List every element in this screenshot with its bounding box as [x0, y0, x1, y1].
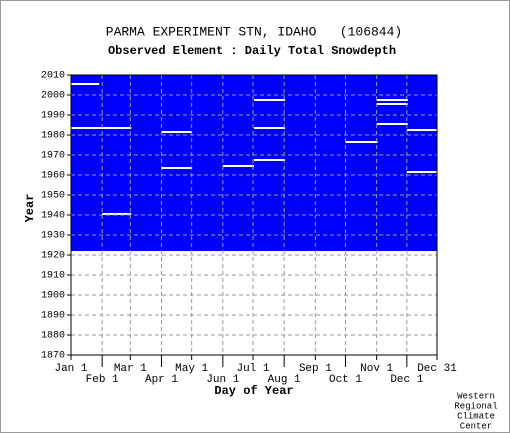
x-tick-label: Aug 1	[268, 374, 301, 386]
missing-segment	[376, 123, 408, 125]
missing-segment	[406, 171, 439, 173]
missing-segment	[345, 141, 378, 143]
missing-segment	[376, 103, 408, 105]
chart-title: PARMA EXPERIMENT STN, IDAHO (106844)	[106, 24, 402, 39]
missing-segment	[254, 159, 286, 161]
credit-line: Regional	[454, 401, 497, 411]
missing-segment	[376, 99, 408, 101]
y-tick-label: 1900	[41, 291, 65, 302]
y-tick-label: 1970	[41, 151, 65, 162]
missing-segment	[254, 99, 286, 101]
data-coverage	[71, 75, 437, 251]
missing-segment	[161, 131, 192, 133]
x-tick-label: Feb 1	[86, 374, 119, 386]
x-tick-label: Jul 1	[236, 363, 269, 375]
x-tick-label: May 1	[175, 363, 208, 375]
missing-segment	[222, 165, 254, 167]
credit-line: Center	[460, 421, 492, 431]
y-tick-label: 1940	[41, 211, 65, 222]
y-tick-label: 1980	[41, 131, 65, 142]
missing-segment	[254, 127, 286, 129]
y-tick-label: 1960	[41, 171, 65, 182]
missing-segment	[71, 127, 132, 129]
x-tick-label: Mar 1	[114, 363, 147, 375]
y-tick-label: 1880	[41, 331, 65, 342]
y-tick-label: 2000	[41, 91, 65, 102]
y-tick-label: 1920	[41, 251, 65, 262]
x-tick-label: Dec 1	[390, 374, 423, 386]
x-tick-label: Jan 1	[54, 363, 87, 375]
missing-segment	[406, 129, 439, 131]
missing-segment	[102, 213, 132, 215]
x-tick-label: Sep 1	[299, 363, 332, 375]
x-tick-label: Dec 31	[417, 363, 457, 375]
credit-line: Western	[457, 391, 495, 401]
y-tick-label: 1930	[41, 231, 65, 242]
y-axis-label: Year	[23, 194, 37, 223]
y-tick-label: 1890	[41, 311, 65, 322]
y-tick-label: 1950	[41, 191, 65, 202]
y-tick-label: 2010	[41, 71, 65, 82]
y-tick-label: 1870	[41, 351, 65, 362]
y-tick-label: 1990	[41, 111, 65, 122]
credit-line: Climate	[457, 411, 495, 421]
y-tick-label: 1910	[41, 271, 65, 282]
x-tick-label: Oct 1	[329, 374, 362, 386]
chart-subtitle: Observed Element : Daily Total Snowdepth	[108, 44, 396, 58]
x-tick-label: Nov 1	[360, 363, 393, 375]
x-tick-label: Jun 1	[206, 374, 239, 386]
missing-segment	[71, 83, 100, 85]
x-tick-label: Apr 1	[145, 374, 178, 386]
x-axis-label: Day of Year	[214, 384, 293, 398]
missing-segment	[161, 167, 192, 169]
